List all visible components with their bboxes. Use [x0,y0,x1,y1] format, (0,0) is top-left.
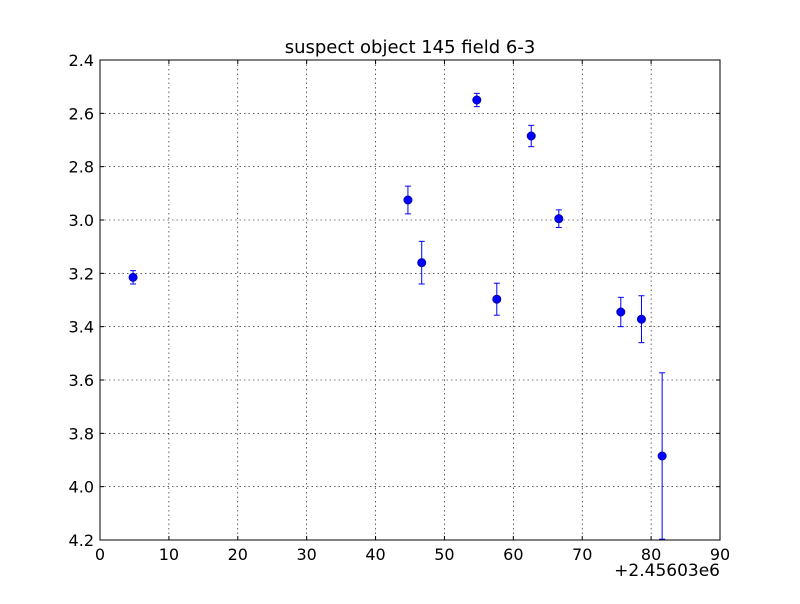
data-point [636,295,646,344]
point-marker [526,131,536,141]
data-point [526,124,536,148]
data-point [492,282,502,316]
point-marker [636,314,646,324]
point-marker [403,195,413,205]
x-tick-label: 50 [434,545,454,564]
x-tick-label: 0 [95,545,105,564]
x-tick-label: 30 [296,545,316,564]
x-tick-label: 10 [159,545,179,564]
point-marker [492,294,502,304]
x-tick-label: 90 [710,545,730,564]
y-tick-label: 3.8 [69,424,94,443]
x-tick-label: 20 [228,545,248,564]
x-tick-label: 70 [572,545,592,564]
y-tick-label: 4.2 [69,531,94,550]
point-marker [128,272,138,282]
y-tick-label: 2.4 [69,51,94,70]
y-tick-label: 3.4 [69,318,94,337]
data-point [472,92,482,108]
data-point [417,240,427,285]
point-marker [554,214,564,224]
y-tick-label: 3.0 [69,211,94,230]
y-tick-label: 3.6 [69,371,94,390]
data-point [128,270,138,285]
data-points [128,92,667,540]
data-point [616,296,626,328]
point-marker [417,258,427,268]
plot-frame [99,59,721,541]
data-point [657,372,667,540]
y-tick-label: 4.0 [69,478,94,497]
data-point [403,185,413,215]
axis-ticks: 0 10 20 30 40 50 60 70 80 90 2.4 2.6 2.8 3.0 3.2 3.4 3.6… [69,51,731,564]
chart-title: suspect object 145 field 6-3 [285,37,536,58]
point-marker [472,95,482,105]
x-tick-label: 60 [503,545,523,564]
y-tick-label: 2.8 [69,158,94,177]
plot-area [100,60,720,540]
x-offset-label: +2.45603e6 [614,561,720,581]
data-point [554,209,564,228]
point-marker [616,307,626,317]
x-tick-label: 80 [641,545,661,564]
y-tick-label: 2.6 [69,104,94,123]
point-marker [657,451,667,461]
y-tick-label: 3.2 [69,264,94,283]
x-tick-label: 40 [365,545,385,564]
